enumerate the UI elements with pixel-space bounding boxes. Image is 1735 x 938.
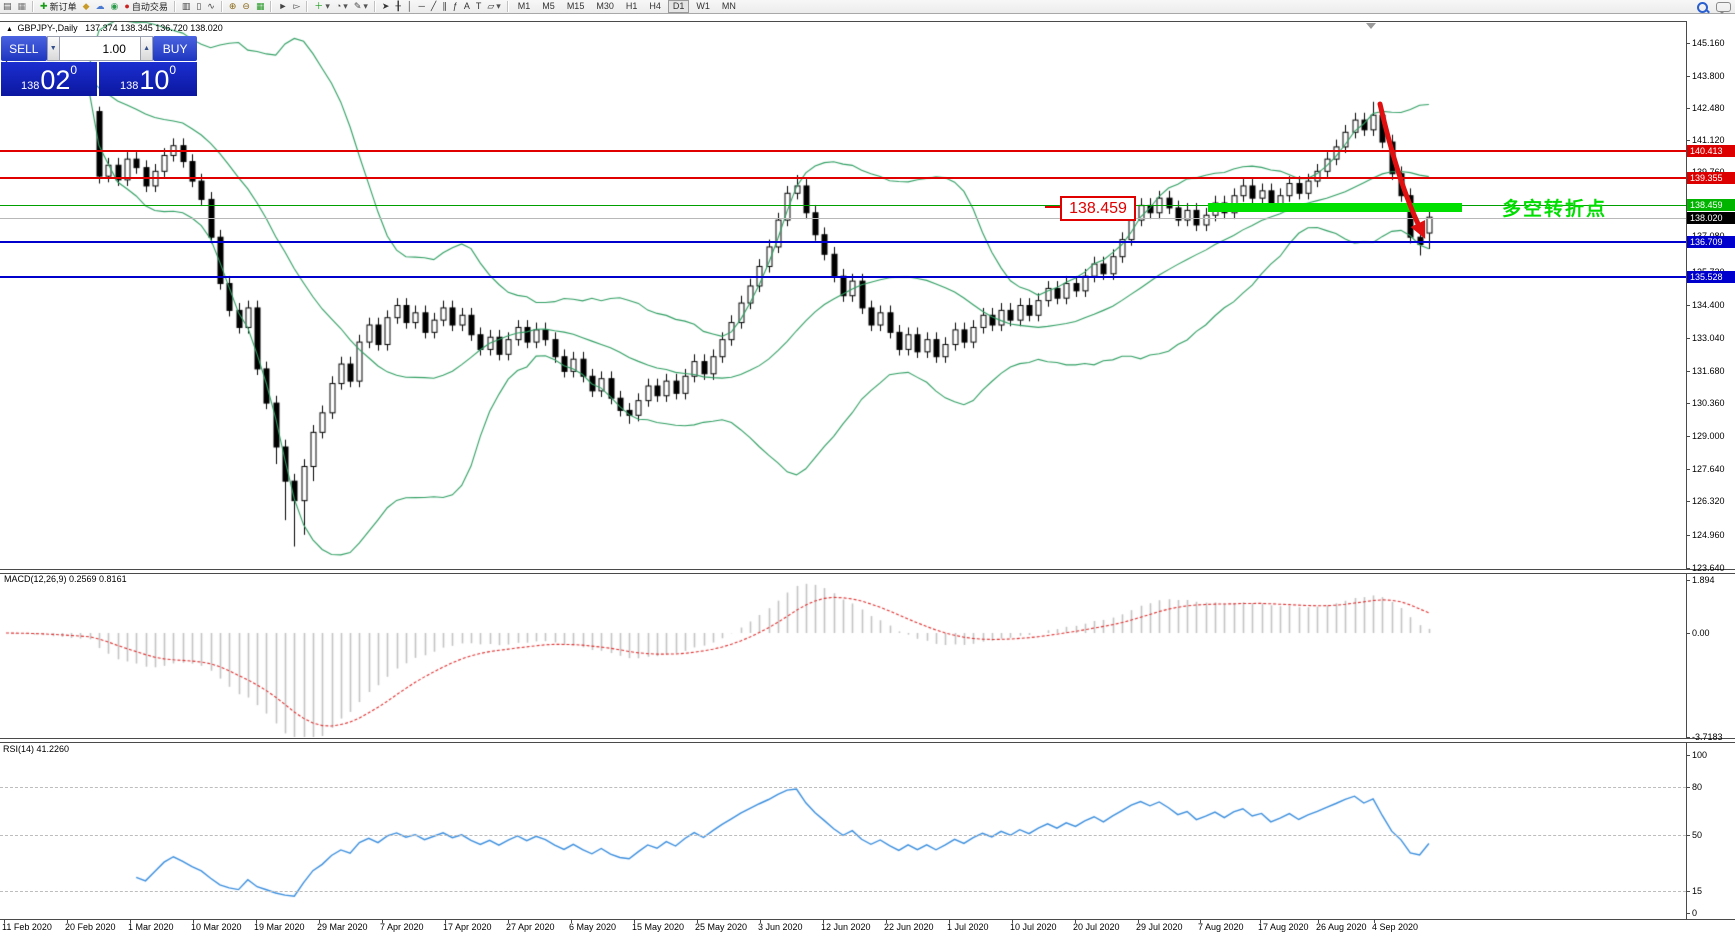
bid-prefix: 138 bbox=[20, 80, 40, 92]
horizontal-line-3[interactable] bbox=[0, 217, 1686, 219]
sell-button[interactable]: SELL bbox=[1, 36, 47, 61]
chat-icon[interactable] bbox=[1716, 2, 1731, 14]
rsi-label: RSI(14) 41.2260 bbox=[3, 744, 70, 754]
horizontal-line-0[interactable] bbox=[0, 150, 1686, 152]
macd-tick-label: 1.894 bbox=[1692, 575, 1715, 585]
price-tick-mark bbox=[1686, 501, 1690, 502]
price-tick-mark bbox=[1686, 535, 1690, 536]
down-arrow-annotation[interactable] bbox=[1366, 94, 1446, 269]
price-tick-label: 134.400 bbox=[1692, 300, 1725, 310]
price-tick-mark bbox=[1686, 305, 1690, 306]
rsi-level-line-1 bbox=[0, 835, 1686, 836]
price-tick-mark bbox=[1686, 43, 1690, 44]
volume-increase-button[interactable]: ▲ bbox=[139, 36, 154, 61]
rsi-tick-label: 0 bbox=[1692, 908, 1698, 918]
price-tick-label: 126.320 bbox=[1692, 496, 1725, 506]
ask-prefix: 138 bbox=[119, 80, 139, 92]
macd-tick-mark bbox=[1686, 580, 1690, 581]
price-tick-mark bbox=[1686, 568, 1690, 569]
callout-leader-line bbox=[1045, 206, 1060, 208]
price-tick-label: 127.640 bbox=[1692, 464, 1725, 474]
buy-price-tile[interactable]: 138 10 0 bbox=[99, 62, 197, 96]
price-tick-label: 142.480 bbox=[1692, 103, 1725, 113]
horizontal-line-1[interactable] bbox=[0, 177, 1686, 179]
price-tick-label: 124.960 bbox=[1692, 530, 1725, 540]
search-icon[interactable] bbox=[1697, 2, 1710, 14]
bid-big-digits: 02 bbox=[40, 65, 71, 95]
price-badge-139.355: 139.355 bbox=[1687, 172, 1735, 184]
rsi-tick-mark bbox=[1686, 913, 1690, 914]
price-badge-138.459: 138.459 bbox=[1687, 199, 1735, 211]
price-tick-label: 131.680 bbox=[1692, 366, 1725, 376]
price-tick-mark bbox=[1686, 403, 1690, 404]
price-tick-mark bbox=[1686, 436, 1690, 437]
rsi-tick-label: 50 bbox=[1692, 830, 1703, 840]
rsi-level-line-2 bbox=[0, 891, 1686, 892]
symbol-name: GBPJPY-,Daily bbox=[17, 23, 78, 33]
price-badge-136.709: 136.709 bbox=[1687, 236, 1735, 248]
chart-shift-marker[interactable] bbox=[1366, 23, 1376, 29]
horizontal-line-4[interactable] bbox=[0, 241, 1686, 243]
rsi-tick-label: 100 bbox=[1692, 750, 1708, 760]
price-tick-label: 145.160 bbox=[1692, 38, 1725, 48]
ask-pip-digit: 0 bbox=[169, 63, 177, 77]
rsi-tick-label: 15 bbox=[1692, 886, 1703, 896]
macd-tick-mark bbox=[1686, 737, 1690, 738]
symbol-triangle-icon: ▲ bbox=[6, 26, 13, 33]
symbol-ohlc: 137.374 138.345 136.720 138.020 bbox=[85, 23, 223, 33]
macd-tick-mark bbox=[1686, 633, 1690, 634]
macd-tick-label: 0.00 bbox=[1692, 628, 1710, 638]
volume-decrease-button[interactable]: ▼ bbox=[46, 36, 60, 61]
price-tick-label: 141.120 bbox=[1692, 135, 1725, 145]
price-badge-135.528: 135.528 bbox=[1687, 271, 1735, 283]
volume-input[interactable] bbox=[59, 36, 140, 61]
price-tick-label: 129.000 bbox=[1692, 431, 1725, 441]
ask-big-digits: 10 bbox=[139, 65, 170, 95]
one-click-trading-panel: SELL ▼ ▲ BUY 138 02 0 138 10 0 bbox=[1, 36, 197, 96]
rsi-tick-label: 80 bbox=[1692, 782, 1703, 792]
rsi-tick-mark bbox=[1686, 835, 1690, 836]
buy-button[interactable]: BUY bbox=[153, 36, 197, 61]
price-tick-mark bbox=[1686, 469, 1690, 470]
price-tick-label: 123.640 bbox=[1692, 563, 1725, 573]
horizontal-line-5[interactable] bbox=[0, 276, 1686, 278]
price-badge-140.413: 140.413 bbox=[1687, 145, 1735, 157]
price-tick-mark bbox=[1686, 76, 1690, 77]
price-tick-mark bbox=[1686, 338, 1690, 339]
price-tick-label: 143.800 bbox=[1692, 71, 1725, 81]
price-tick-mark bbox=[1686, 371, 1690, 372]
macd-tick-label: -3.7183 bbox=[1692, 732, 1723, 742]
price-tick-mark bbox=[1686, 108, 1690, 109]
support-zone-rectangle[interactable] bbox=[1208, 203, 1462, 212]
macd-label: MACD(12,26,9) 0.2569 0.8161 bbox=[4, 574, 127, 584]
chinese-annotation[interactable]: 多空转折点 bbox=[1502, 199, 1608, 220]
price-callout[interactable]: 138.459 bbox=[1060, 196, 1136, 221]
rsi-level-line-0 bbox=[0, 787, 1686, 788]
rsi-tick-mark bbox=[1686, 891, 1690, 892]
rsi-tick-mark bbox=[1686, 755, 1690, 756]
price-badge-138.020: 138.020 bbox=[1687, 212, 1735, 224]
sell-price-tile[interactable]: 138 02 0 bbox=[1, 62, 97, 96]
rsi-tick-mark bbox=[1686, 787, 1690, 788]
price-tick-mark bbox=[1686, 140, 1690, 141]
price-tick-label: 133.040 bbox=[1692, 333, 1725, 343]
horizontal-line-2[interactable] bbox=[0, 204, 1686, 206]
price-tick-label: 130.360 bbox=[1692, 398, 1725, 408]
symbol-info: ▲ GBPJPY-,Daily 137.374 138.345 136.720 … bbox=[6, 23, 223, 33]
bid-pip-digit: 0 bbox=[70, 63, 78, 77]
